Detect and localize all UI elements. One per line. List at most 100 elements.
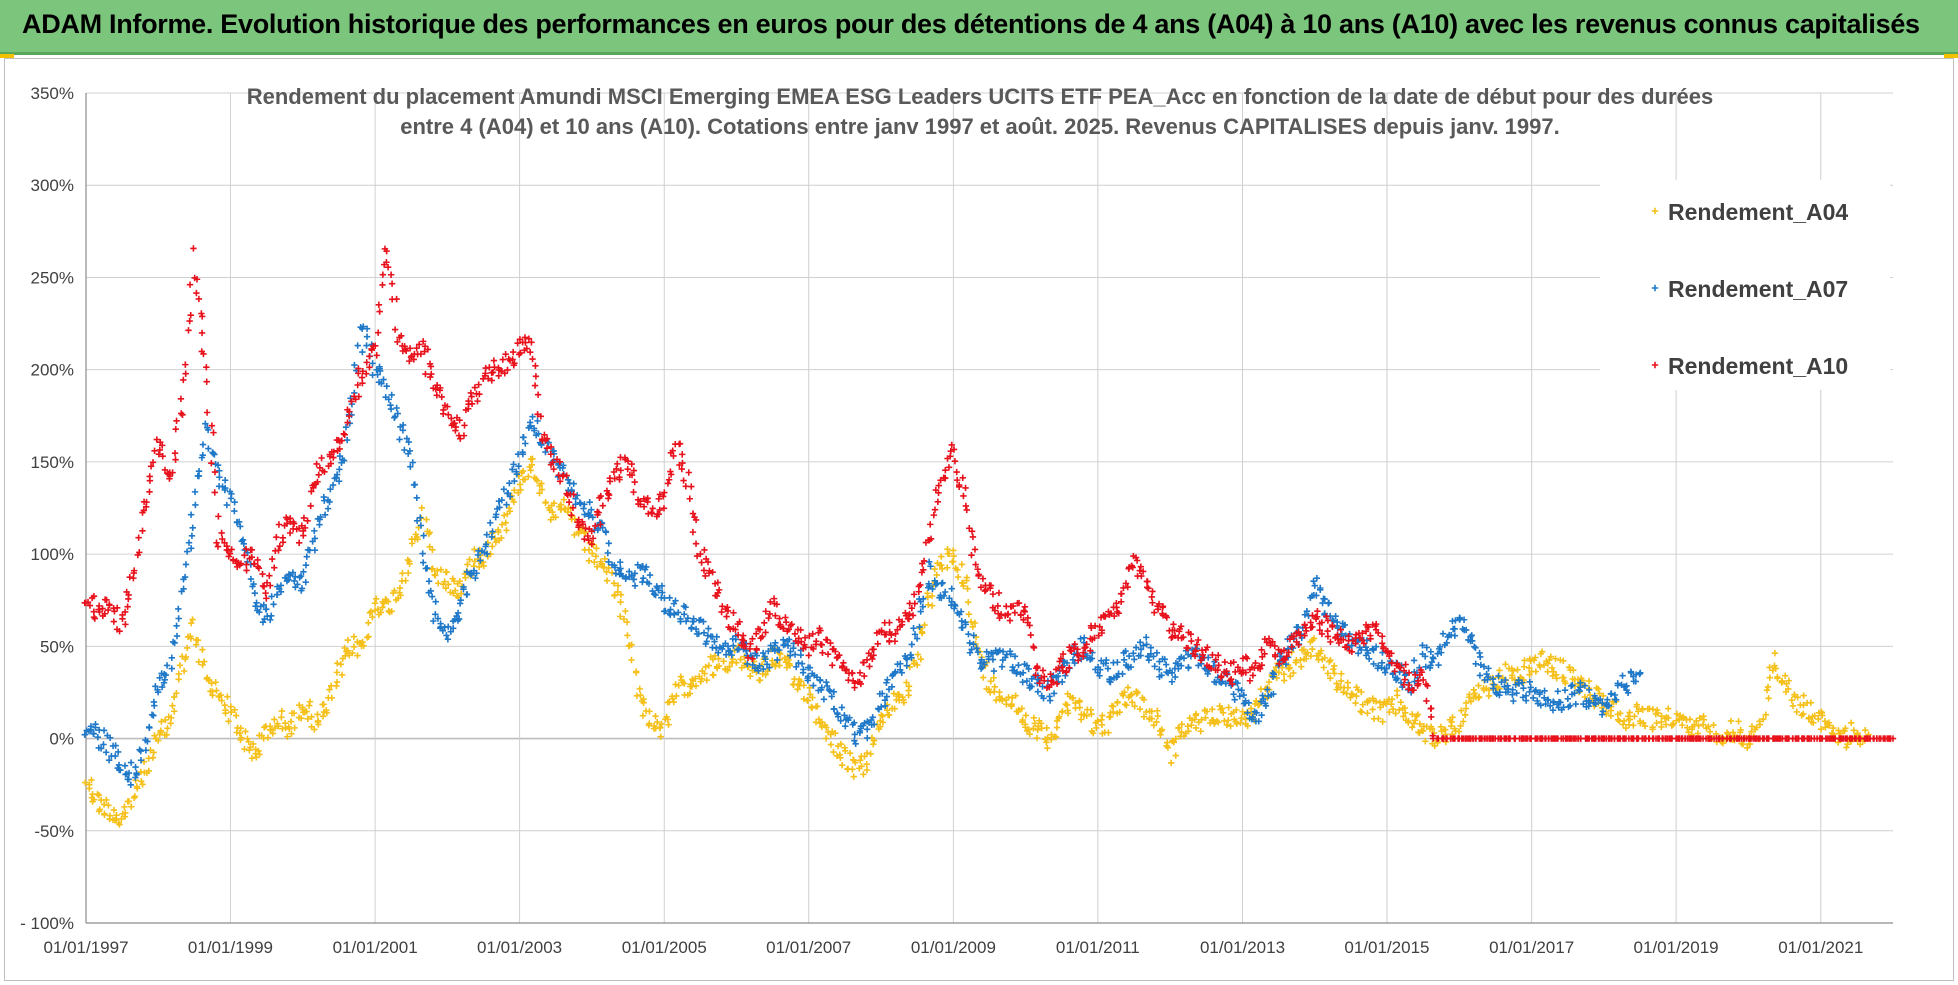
scatter-point <box>1520 685 1527 692</box>
scatter-point <box>203 364 210 371</box>
scatter-point <box>1373 620 1380 628</box>
scatter-point <box>181 573 189 581</box>
scatter-point <box>450 590 457 597</box>
scatter-point <box>1553 675 1560 682</box>
axes: - 100%-50%0%50%100%150%200%250%300%350%0… <box>20 84 1893 957</box>
scatter-point <box>277 588 285 596</box>
scatter-point <box>269 730 277 737</box>
scatter-point <box>942 474 949 482</box>
scatter-point <box>996 688 1003 696</box>
scatter-point <box>90 593 98 600</box>
scatter-point <box>351 361 358 369</box>
y-tick-label: 350% <box>31 84 74 103</box>
scatter-point <box>1285 665 1292 673</box>
scatter-point <box>270 601 277 608</box>
scatter-point <box>1071 640 1078 648</box>
scatter-point <box>195 658 202 666</box>
scatter-point <box>556 458 564 465</box>
scatter-point <box>376 367 384 375</box>
scatter-point <box>730 609 737 616</box>
scatter-point <box>726 648 734 655</box>
scatter-point <box>1083 641 1090 648</box>
scatter-point <box>385 396 392 403</box>
scatter-point <box>219 535 226 543</box>
scatter-point <box>675 682 682 689</box>
scatter-point <box>1430 655 1437 662</box>
scatter-point <box>1438 649 1445 656</box>
scatter-point <box>950 446 958 453</box>
scatter-point <box>105 802 112 809</box>
scatter-point <box>1495 672 1502 680</box>
scatter-point <box>1128 691 1135 698</box>
scatter-point <box>630 467 638 474</box>
scatter-point <box>1076 704 1083 711</box>
scatter-point <box>1007 650 1014 658</box>
scatter-point <box>295 539 303 547</box>
scatter-point <box>1365 623 1372 631</box>
scatter-point <box>488 533 495 541</box>
scatter-point <box>213 687 220 694</box>
scatter-point <box>1443 639 1450 647</box>
scatter-point <box>1127 663 1135 671</box>
scatter-point <box>1259 692 1266 699</box>
scatter-point <box>584 532 591 540</box>
scatter-point <box>1261 650 1268 658</box>
scatter-point <box>350 643 358 651</box>
scatter-point <box>1198 716 1205 724</box>
scatter-point <box>749 655 756 662</box>
scatter-point <box>91 615 99 622</box>
scatter-point <box>1562 680 1569 687</box>
scatter-point <box>614 582 622 589</box>
scatter-point <box>589 535 597 542</box>
scatter-point <box>761 619 768 627</box>
y-tick-label: 200% <box>31 361 74 380</box>
scatter-point <box>189 524 196 531</box>
scatter-point <box>636 685 643 693</box>
scatter-point <box>747 672 754 680</box>
scatter-point <box>1412 717 1419 724</box>
scatter-point <box>130 574 137 582</box>
scatter-point <box>552 514 559 521</box>
scatter-point <box>1513 690 1520 697</box>
scatter-point <box>942 466 949 474</box>
scatter-point <box>1281 656 1289 664</box>
scatter-point <box>186 281 194 288</box>
scatter-point <box>169 702 176 709</box>
scatter-point <box>1393 687 1401 694</box>
scatter-point <box>903 656 911 663</box>
scatter-point <box>209 692 216 699</box>
scatter-point <box>913 635 921 642</box>
scatter-point <box>538 480 545 487</box>
scatter-point <box>571 515 578 523</box>
scatter-point <box>534 417 541 425</box>
scatter-point <box>1130 650 1137 657</box>
scatter-point <box>1088 655 1096 662</box>
scatter-point <box>1009 602 1017 610</box>
scatter-point <box>100 741 107 748</box>
scatter-point <box>617 467 624 474</box>
scatter-point <box>110 618 118 625</box>
scatter-point <box>86 785 93 792</box>
scatter-point <box>1161 656 1168 663</box>
scatter-point <box>718 645 726 653</box>
scatter-point <box>315 471 322 478</box>
scatter-point <box>1225 704 1232 711</box>
scatter-point <box>1686 716 1694 723</box>
scatter-point <box>372 342 379 349</box>
scatter-point <box>431 571 438 578</box>
scatter-point <box>1066 643 1073 651</box>
scatter-point <box>1762 711 1770 718</box>
scatter-point <box>767 598 774 606</box>
scatter-point <box>919 603 927 610</box>
scatter-point <box>503 501 510 508</box>
scatter-point <box>447 628 455 635</box>
scatter-point <box>968 551 975 559</box>
scatter-point <box>948 585 955 592</box>
scatter-point <box>837 717 844 724</box>
scatter-point <box>147 463 155 470</box>
scatter-point <box>336 466 343 473</box>
scatter-point <box>1400 667 1408 674</box>
scatter-point <box>800 682 808 689</box>
scatter-point <box>1110 708 1117 716</box>
scatter-point <box>1857 741 1864 748</box>
